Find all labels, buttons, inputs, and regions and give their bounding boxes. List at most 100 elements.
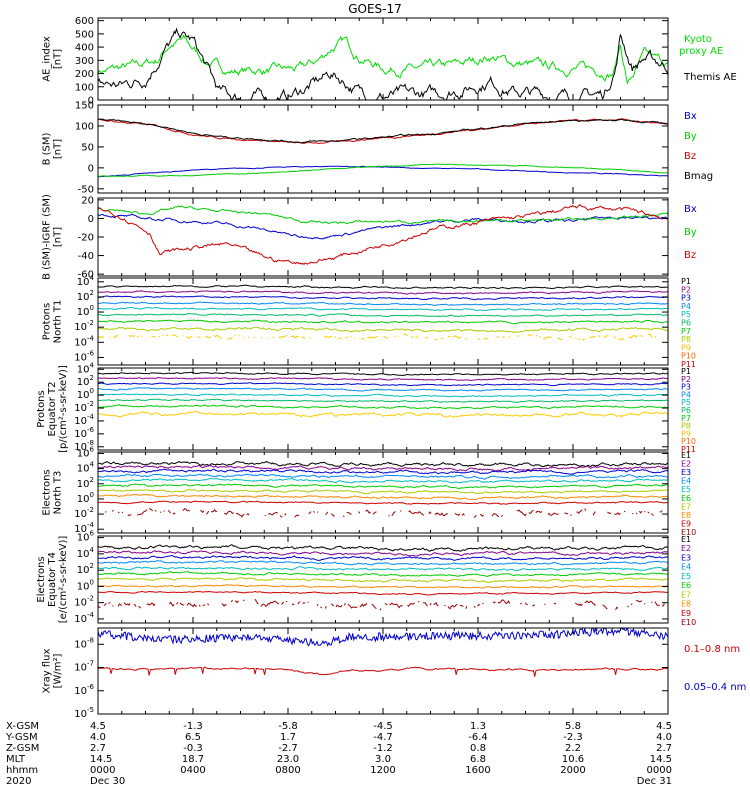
y-axis-label: [nT] (53, 49, 64, 69)
ephemeris-value: 2000 (560, 765, 585, 776)
legend-entry: E9 (681, 609, 691, 618)
series-E3 (98, 468, 668, 476)
y-tick-label: 50 (81, 142, 94, 153)
series-0.1–0.8 nm (98, 666, 668, 677)
legend-entry: P6 (681, 406, 691, 415)
legend-entry: 0.05–0.4 nm (684, 682, 746, 693)
legend-entry: P3 (681, 294, 691, 303)
ephemeris-value: -6.4 (468, 732, 488, 743)
y-tick-label: 104 (77, 274, 95, 288)
y-tick-label: 100 (77, 491, 94, 505)
legend-entry: Bz (684, 250, 696, 261)
legend-entry: P11 (681, 360, 696, 369)
legend-entry: E8 (681, 511, 691, 520)
ephemeris-value: 2.2 (565, 743, 581, 754)
y-tick-label: 104 (77, 361, 95, 375)
y-tick-label: 400 (75, 43, 94, 54)
series-E4 (98, 473, 668, 480)
y-axis-label: Equator T2 (47, 382, 58, 437)
series-P3 (98, 295, 668, 301)
legend-entry: E4 (681, 563, 691, 572)
legend-entry: E4 (681, 477, 691, 486)
legend-entry: P6 (681, 319, 691, 328)
legend-entry: P1 (681, 367, 691, 376)
series-By (98, 163, 668, 177)
y-tick-label: 0 (88, 96, 94, 107)
series-P7 (98, 319, 668, 325)
ephemeris-row-label: X-GSM (6, 721, 39, 732)
ephemeris-row-label: Z-GSM (6, 743, 39, 754)
y-tick-label: 10-7 (74, 660, 94, 674)
y-axis-label: Electrons (42, 469, 53, 515)
ephemeris-value: 0.8 (470, 743, 486, 754)
series-E6 (98, 483, 668, 490)
y-tick-label: 104 (77, 461, 95, 475)
ephemeris-value: -4.7 (373, 732, 393, 743)
y-tick-label: 104 (77, 546, 95, 560)
legend-entry: P9 (681, 429, 691, 438)
y-tick-label: 106 (77, 530, 95, 544)
y-tick-label: 200 (75, 69, 94, 80)
series-E9 (98, 590, 668, 596)
legend-entry: Bx (684, 204, 697, 215)
series-E5 (98, 566, 668, 572)
legend-entry: Kyoto (684, 34, 712, 45)
legend-entry: Bx (684, 111, 697, 122)
legend-entry: P7 (681, 414, 691, 423)
y-axis-label: Protons (42, 303, 53, 340)
series-P7 (98, 404, 668, 410)
legend-entry: P4 (681, 302, 691, 311)
series-E9 (98, 500, 668, 505)
y-axis-label: AE_index (42, 36, 53, 82)
ephemeris-value: 1.7 (280, 732, 296, 743)
y-axis-label: Electrons (36, 556, 47, 602)
ephemeris-value: 6.5 (185, 732, 201, 743)
legend-entry: E7 (681, 590, 691, 599)
y-tick-label: 0 (88, 214, 94, 225)
y-tick-label: 10-8 (74, 439, 94, 453)
ephemeris-value: -1.3 (183, 721, 203, 732)
panel-bsm: -50 0 50 100 150 B (SM) [nT] Bx By Bz Bmag (42, 101, 714, 196)
y-tick-label: 10-8 (74, 636, 94, 650)
ephemeris-value: 2.7 (90, 743, 106, 754)
series-E8 (98, 493, 668, 500)
ephemeris-value: -1.2 (373, 743, 393, 754)
series-E3 (98, 554, 668, 561)
legend-entry: proxy AE (679, 46, 723, 57)
y-tick-label: 10-5 (74, 706, 94, 720)
y-tick-label: 600 (75, 16, 94, 27)
y-axis-label: [p/(cm²-s-sr-keV)] (58, 365, 69, 453)
y-tick-label: 10-2 (74, 319, 94, 333)
ephemeris-value: -0.3 (183, 743, 203, 754)
ephemeris-value: 4.0 (90, 732, 106, 743)
y-tick-label: -20 (78, 233, 94, 244)
series-P5 (98, 393, 668, 398)
ephemeris-row-label: hhmm (6, 765, 38, 776)
legend-entry: Themis AE (683, 72, 737, 83)
panel-xray: 10-8 10-7 10-6 10-5 Xray flux [W/m²] 0.1–0.8 n… (42, 627, 746, 720)
panel-frame (97, 367, 669, 451)
series-P5 (98, 306, 668, 312)
y-tick-label: 10-6 (74, 349, 94, 363)
y-tick-label: 0 (88, 163, 94, 174)
y-tick-label: 100 (75, 121, 94, 132)
legend-entry: P9 (681, 343, 691, 352)
y-axis-label: [W/m²] (53, 653, 64, 688)
y-tick-label: 102 (77, 289, 94, 303)
y-tick-label: -50 (78, 184, 94, 195)
legend-entry: E1 (681, 451, 691, 460)
legend-entry: P5 (681, 398, 691, 407)
ephemeris-table: X-GSM 4.5 -1.3 -5.8 -4.5 1.3 5.8 4.5 Y-GSM 4.0 6.5… (5, 721, 672, 787)
y-tick-label: -60 (78, 270, 94, 281)
legend-entry: E10 (681, 528, 696, 537)
legend-entry: P7 (681, 327, 691, 336)
series-P2 (98, 290, 668, 295)
series-Bz (98, 203, 668, 266)
legend-entry: P11 (681, 445, 696, 454)
y-tick-label: 10-4 (74, 413, 94, 427)
series-P6 (98, 398, 668, 403)
series-P3 (98, 382, 668, 387)
legend-entry: 0.1–0.8 nm (684, 644, 740, 655)
series-E4 (98, 560, 668, 566)
